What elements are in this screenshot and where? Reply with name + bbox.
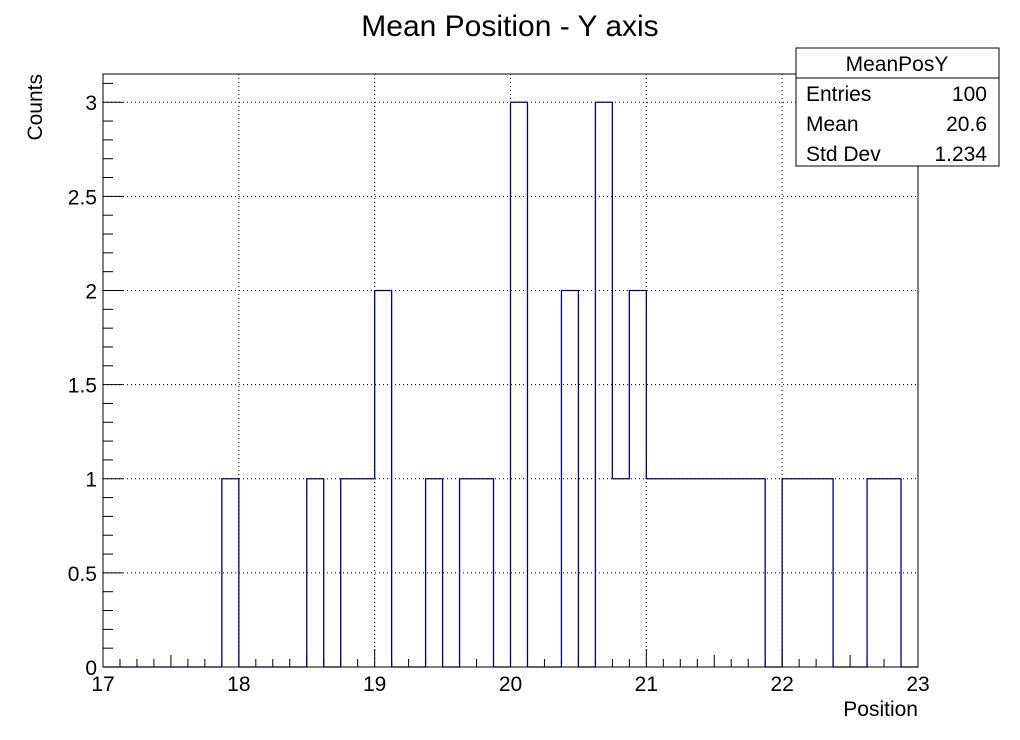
y-tick-label-3: 1.5 — [68, 375, 97, 398]
chart-title: Mean Position - Y axis — [361, 10, 658, 43]
x-tick-label-5: 22 — [770, 673, 793, 696]
histogram-bin-2 — [341, 479, 375, 667]
y-axis-label: Counts — [24, 74, 47, 141]
stats-box-frame — [795, 47, 1000, 167]
y-tick-label-2: 1 — [85, 469, 97, 492]
stats-box: MeanPosY Entries 100 Mean 20.6 Std Dev 1… — [795, 47, 1000, 167]
y-tick-labels: 0 0.5 1 1.5 2 2.5 3 — [68, 92, 97, 680]
x-tick-label-4: 21 — [635, 673, 658, 696]
stats-mean-label: Mean — [806, 113, 859, 136]
stats-box-title: MeanPosY — [846, 53, 949, 76]
x-tick-label-3: 20 — [499, 673, 522, 696]
stats-stddev-label: Std Dev — [806, 143, 881, 166]
stats-stddev-value: 1.234 — [934, 143, 987, 166]
stats-entries-value: 100 — [952, 83, 987, 106]
y-tick-label-6: 3 — [85, 92, 97, 115]
x-tick-label-6: 23 — [906, 673, 929, 696]
y-tick-label-5: 2.5 — [68, 186, 97, 209]
x-tick-label-2: 19 — [363, 673, 386, 696]
histogram-bin-0 — [222, 479, 239, 667]
y-tick-label-0: 0 — [85, 657, 97, 680]
y-tick-label-4: 2 — [85, 280, 97, 303]
x-axis-label: Position — [843, 698, 918, 721]
x-tick-labels: 17 18 19 20 21 22 23 — [91, 673, 929, 696]
x-tick-label-1: 18 — [227, 673, 250, 696]
y-tick-label-1: 0.5 — [68, 563, 97, 586]
histogram-bin-9 — [612, 479, 629, 667]
histogram-bin-6 — [511, 102, 528, 667]
plot-frame — [102, 73, 919, 668]
histogram-bin-5 — [460, 479, 494, 667]
stats-entries-label: Entries — [806, 83, 871, 106]
stats-mean-value: 20.6 — [946, 113, 987, 136]
x-tick-label-0: 17 — [91, 673, 114, 696]
histogram-bin-4 — [426, 479, 443, 667]
